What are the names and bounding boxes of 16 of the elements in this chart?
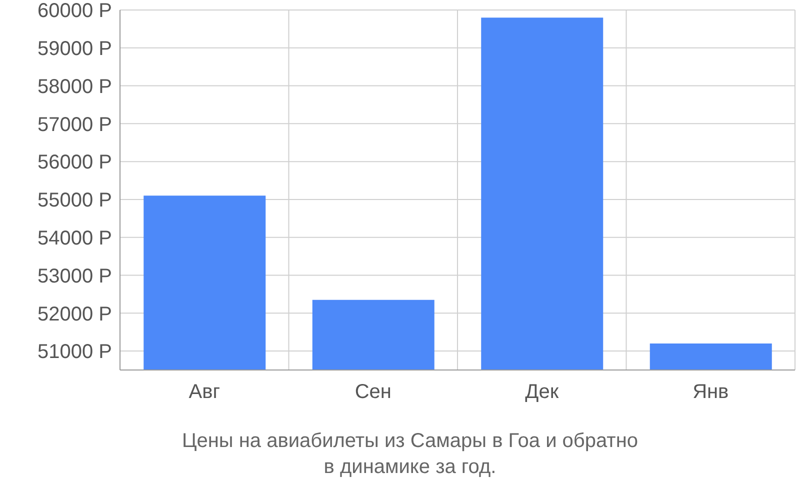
y-tick-label: 54000 Р — [37, 227, 112, 250]
y-tick-label: 59000 Р — [37, 38, 112, 60]
x-tick-label: Сен — [354, 381, 392, 404]
text: в динамике за год. — [322, 455, 498, 480]
x-tick-label: Авг — [188, 381, 220, 404]
y-tick-label: 58000 Р — [37, 76, 112, 98]
x-tick-label: Дек — [525, 381, 559, 404]
y-tick-label: 52000 Р — [37, 303, 112, 326]
y-tick-label: 53000 Р — [37, 265, 112, 288]
y-tick-label: 55000 Р — [37, 190, 112, 212]
y-tick-label: 56000 Р — [37, 152, 112, 174]
y-tick-label: 60000 Р — [37, 0, 112, 22]
y-tick-label: 51000 Р — [37, 341, 112, 364]
x-tick-label: Янв — [692, 381, 729, 404]
text: Цены на авиабилеты из Самары в Гоа и обратно — [180, 429, 640, 454]
y-tick-label: 57000 Р — [37, 114, 112, 136]
